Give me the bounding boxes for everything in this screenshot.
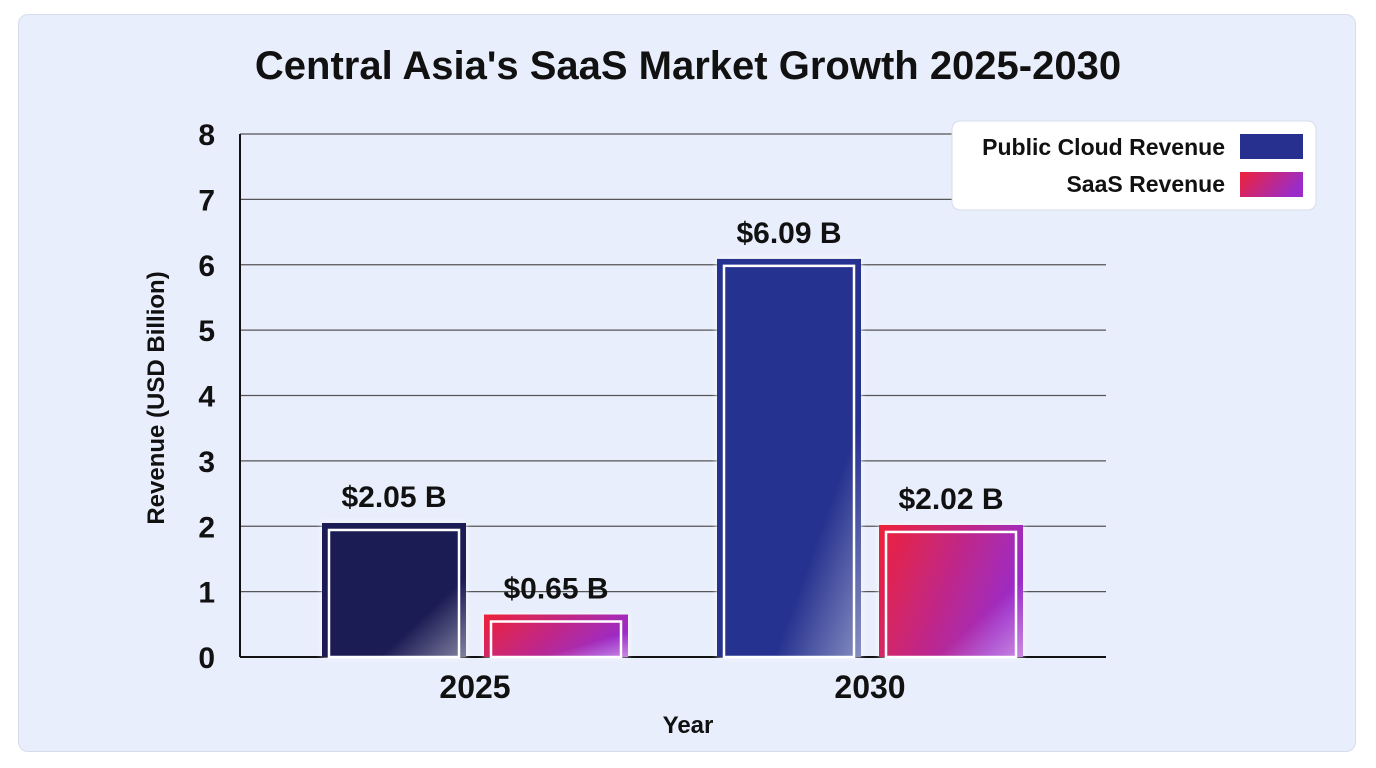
legend-label-public-cloud: Public Cloud Revenue (982, 134, 1225, 160)
legend-swatch-saas (1240, 172, 1303, 197)
data-labels: $2.05 B $0.65 B $6.09 B $2.02 B (341, 217, 1003, 606)
y-tick-label: 6 (198, 250, 215, 283)
legend: Public Cloud Revenue SaaS Revenue (951, 120, 1317, 211)
bar-inner-border (327, 528, 461, 659)
bar-highlight (879, 524, 1023, 657)
y-tick-label: 5 (198, 315, 215, 348)
legend-swatch-public-cloud (1240, 134, 1303, 159)
chart-title: Central Asia's SaaS Market Growth 2025-2… (255, 44, 1121, 88)
y-tick-label: 0 (198, 642, 215, 675)
legend-label-saas: SaaS Revenue (1066, 171, 1225, 197)
bar-inner-border (722, 264, 856, 659)
bars (322, 258, 1023, 659)
data-label: $2.05 B (341, 481, 446, 514)
y-tick-label: 2 (198, 511, 215, 544)
bar-highlight (717, 258, 861, 657)
y-axis-label: Revenue (USD Billion) (143, 271, 170, 524)
y-tick-label: 7 (198, 184, 215, 217)
x-tick-label: 2030 (834, 669, 905, 705)
legend-box (951, 120, 1317, 211)
y-tick-label: 8 (198, 119, 215, 152)
bar-inner-border (489, 620, 623, 659)
y-tick-label: 4 (198, 381, 215, 414)
data-label: $0.65 B (503, 573, 608, 606)
y-tick-label: 3 (198, 446, 215, 479)
bar-inner-border (884, 530, 1018, 659)
y-axis-ticks: 0 1 2 3 4 5 6 7 8 (198, 119, 215, 675)
x-axis-label: Year (663, 712, 714, 739)
x-tick-label: 2025 (439, 669, 510, 705)
x-axis-ticks: 2025 2030 (439, 669, 905, 705)
bar-highlight (322, 522, 466, 657)
data-label: $2.02 B (898, 483, 1003, 516)
data-label: $6.09 B (736, 217, 841, 250)
y-tick-label: 1 (198, 577, 215, 610)
